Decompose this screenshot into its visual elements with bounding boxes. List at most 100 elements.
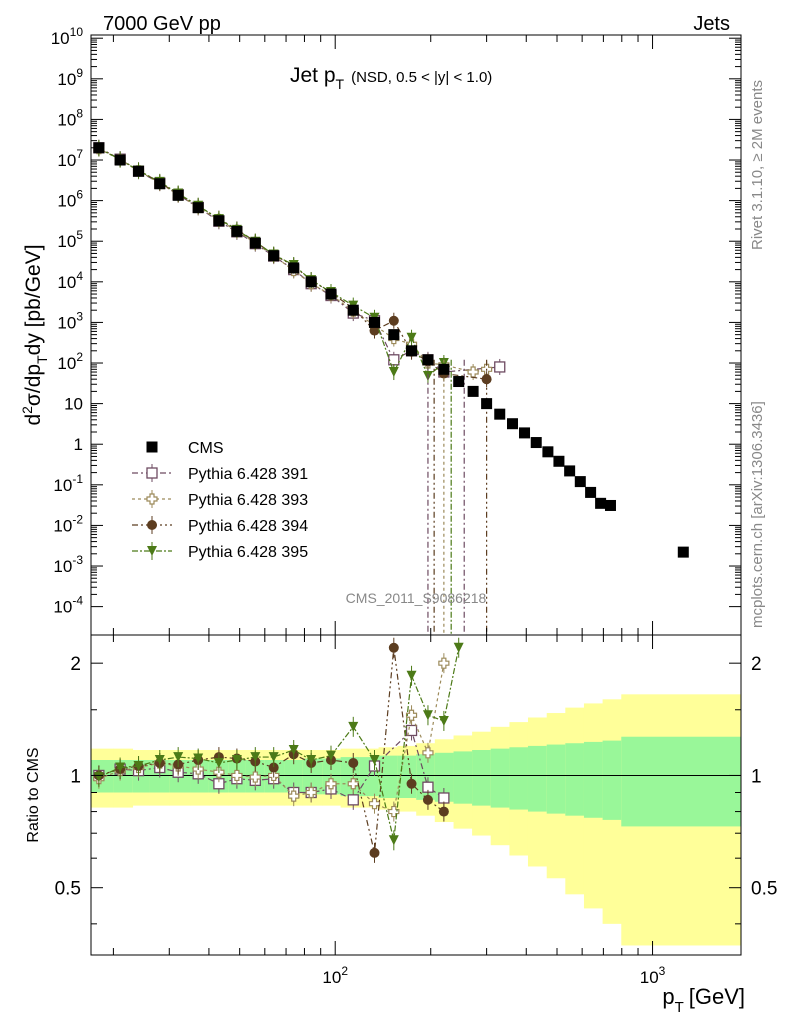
data-point bbox=[438, 358, 449, 369]
cms-point bbox=[249, 237, 261, 249]
ratio-plot-area bbox=[91, 637, 742, 946]
legend: CMS Pythia 6.428 391 Pythia 6.428 393 Pythi… bbox=[132, 440, 308, 561]
ratio-band-inner bbox=[416, 754, 436, 800]
cms-point bbox=[406, 345, 418, 357]
ratio-band-inner bbox=[472, 750, 492, 806]
cms-point bbox=[268, 250, 280, 262]
ratio-point bbox=[348, 757, 359, 768]
ratio-band-inner bbox=[565, 743, 585, 816]
ratio-band-inner bbox=[284, 760, 304, 793]
data-point bbox=[467, 366, 479, 378]
cms-point bbox=[422, 354, 434, 366]
plot-title: Jet pT (NSD, 0.5 < |y| < 1.0) bbox=[290, 64, 492, 92]
rivet-label: Rivet 3.1.10, ≥ 2M events bbox=[749, 80, 766, 250]
ratio-point bbox=[268, 752, 279, 763]
ratio-point bbox=[388, 835, 399, 846]
legend-marker-cms bbox=[146, 441, 158, 453]
cms-point bbox=[481, 398, 493, 410]
legend-marker bbox=[146, 493, 158, 505]
cms-point bbox=[453, 376, 465, 388]
cms-point bbox=[507, 418, 519, 430]
cms-point bbox=[192, 202, 204, 214]
legend-label: Pythia 6.428 394 bbox=[188, 518, 308, 535]
ratio-point bbox=[422, 747, 434, 759]
ratio-point bbox=[231, 769, 243, 782]
cms-point bbox=[114, 154, 126, 166]
ratio-point bbox=[438, 657, 450, 669]
x-axis-label-unit: [GeV] bbox=[689, 984, 745, 1009]
ratio-point bbox=[305, 786, 317, 799]
plot-title-main: Jet p bbox=[290, 64, 336, 87]
ratio-tick-label-right: 2 bbox=[751, 654, 762, 675]
main-plot-area bbox=[93, 139, 689, 635]
ratio-tick-label: 0.5 bbox=[55, 879, 81, 900]
data-point bbox=[388, 367, 399, 378]
ratio-point bbox=[422, 710, 433, 721]
ratio-band-inner bbox=[546, 744, 566, 814]
ratio-point bbox=[115, 762, 126, 773]
data-point bbox=[494, 361, 506, 373]
cms-point bbox=[553, 455, 565, 467]
cms-point bbox=[93, 142, 105, 154]
cms-point bbox=[213, 215, 225, 227]
plot-title-sub: T bbox=[336, 76, 345, 92]
data-point bbox=[369, 325, 380, 336]
ratio-point bbox=[422, 794, 433, 805]
legend-marker bbox=[146, 467, 158, 479]
ratio-point bbox=[133, 761, 144, 772]
ratio-axes: 102 103 2 2 1 1 0.5 0.5 bbox=[55, 635, 777, 987]
ratio-band-inner bbox=[583, 741, 603, 818]
y-tick-label: 107 bbox=[57, 147, 83, 170]
cms-point bbox=[347, 304, 359, 316]
cms-point bbox=[585, 486, 597, 498]
ratio-point bbox=[406, 778, 417, 789]
ratio-band-inner bbox=[509, 747, 529, 810]
cms-point bbox=[369, 316, 381, 328]
ratio-tick-label: 2 bbox=[70, 654, 81, 675]
ratio-band-inner bbox=[602, 740, 622, 820]
ratio-tick-label-right: 1 bbox=[751, 766, 762, 787]
x-axis-label-main: p bbox=[662, 984, 674, 1009]
ratio-point bbox=[406, 670, 417, 681]
ratio-band-inner bbox=[434, 752, 454, 802]
cms-point bbox=[438, 363, 450, 375]
y-tick-label: 105 bbox=[57, 228, 83, 251]
data-point bbox=[388, 315, 399, 326]
ratio-point bbox=[325, 778, 337, 790]
ratio-point bbox=[193, 753, 204, 764]
ratio-point bbox=[288, 790, 300, 802]
ratio-point bbox=[348, 721, 359, 732]
ratio-point bbox=[347, 778, 359, 790]
y-tick-label: 10-2 bbox=[53, 512, 83, 535]
cms-point bbox=[288, 262, 300, 274]
y-tick-label: 1010 bbox=[51, 25, 84, 48]
cms-point bbox=[542, 446, 554, 458]
ratio-tick-label: 1 bbox=[70, 766, 81, 787]
ratio-point bbox=[368, 798, 381, 810]
ratio-tick-label-right: 0.5 bbox=[751, 879, 777, 900]
y-tick-label: 102 bbox=[57, 350, 83, 373]
y-tick-label: 108 bbox=[57, 106, 83, 129]
ratio-point bbox=[249, 771, 261, 783]
data-point bbox=[406, 332, 417, 343]
ratio-point bbox=[369, 755, 380, 766]
analysis-label: CMS_2011_S9086218 bbox=[346, 590, 487, 606]
legend-label: Pythia 6.428 391 bbox=[188, 466, 308, 483]
y-tick-label: 10-1 bbox=[53, 472, 83, 495]
cms-point bbox=[574, 476, 586, 488]
ratio-line-4 bbox=[98, 647, 460, 841]
ratio-frame bbox=[90, 634, 742, 956]
cms-point bbox=[564, 465, 576, 477]
ratio-point bbox=[93, 772, 104, 783]
x-axis-label: pT [GeV] bbox=[662, 984, 745, 1016]
y-tick-label: 104 bbox=[57, 269, 83, 292]
y-tick-label: 10-3 bbox=[53, 553, 83, 576]
header-right: Jets bbox=[693, 13, 730, 35]
ratio-point bbox=[213, 757, 224, 768]
y-tick-label: 10-4 bbox=[53, 594, 83, 617]
y-tick-label: 10 bbox=[64, 395, 83, 414]
cms-point bbox=[172, 189, 184, 201]
mcplots-label: mcplots.cern.ch [arXiv:1306.3436] bbox=[749, 401, 766, 628]
cms-point bbox=[325, 288, 337, 300]
cms-point bbox=[154, 178, 166, 190]
